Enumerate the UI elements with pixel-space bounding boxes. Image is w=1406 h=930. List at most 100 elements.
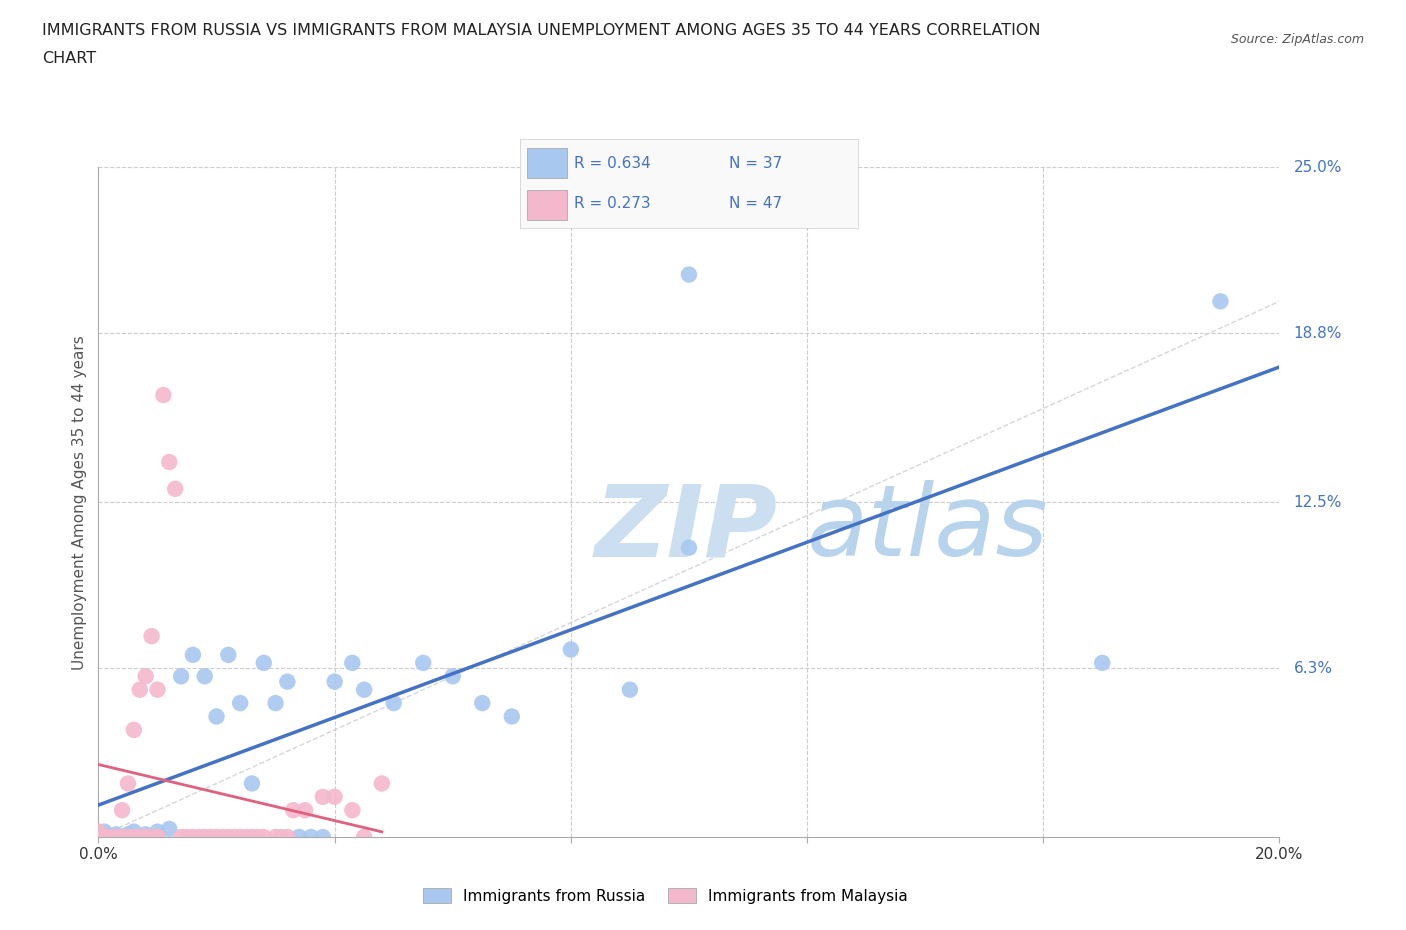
Y-axis label: Unemployment Among Ages 35 to 44 years: Unemployment Among Ages 35 to 44 years (72, 335, 87, 670)
Point (117, 776, 139, 790)
Text: N = 37: N = 37 (730, 156, 783, 171)
Point (342, 656, 364, 671)
Point (117, 830, 139, 844)
Point (170, 669, 193, 684)
Point (128, 830, 150, 844)
Point (312, 830, 335, 844)
Point (288, 830, 311, 844)
Point (146, 683, 169, 698)
Point (382, 696, 405, 711)
Text: R = 0.273: R = 0.273 (574, 196, 651, 211)
Point (441, 669, 464, 684)
Point (246, 830, 269, 844)
Text: 6.3%: 6.3% (1294, 660, 1333, 676)
Point (619, 683, 641, 698)
Point (371, 776, 394, 790)
Point (294, 803, 316, 817)
Text: R = 0.634: R = 0.634 (574, 156, 651, 171)
Point (122, 723, 145, 737)
Point (1209, 294, 1232, 309)
Point (98, 830, 121, 844)
Point (299, 830, 322, 844)
Text: atlas: atlas (807, 481, 1049, 578)
Point (157, 455, 180, 470)
Text: ZIP: ZIP (595, 481, 778, 578)
Point (229, 696, 252, 711)
Point (217, 647, 239, 662)
Point (501, 709, 523, 724)
Point (323, 790, 346, 804)
FancyBboxPatch shape (527, 190, 568, 219)
Point (205, 709, 228, 724)
Point (135, 669, 157, 684)
Point (560, 642, 582, 657)
Point (135, 827, 157, 842)
Point (117, 827, 139, 842)
Point (135, 830, 157, 844)
Point (211, 830, 233, 844)
Text: Source: ZipAtlas.com: Source: ZipAtlas.com (1230, 33, 1364, 46)
Point (264, 830, 287, 844)
Point (128, 683, 150, 698)
Point (240, 776, 263, 790)
Point (146, 830, 169, 844)
Point (1091, 656, 1114, 671)
Point (471, 696, 494, 711)
Point (87, 824, 110, 839)
Point (678, 267, 700, 282)
Point (122, 830, 145, 844)
Point (141, 629, 163, 644)
Point (176, 830, 198, 844)
Point (412, 656, 434, 671)
Point (229, 830, 252, 844)
Text: 12.5%: 12.5% (1294, 495, 1341, 510)
Point (93, 824, 115, 839)
Point (312, 790, 335, 804)
Text: 25.0%: 25.0% (1294, 160, 1341, 175)
Point (122, 824, 145, 839)
Point (181, 830, 204, 844)
Point (98, 830, 121, 844)
Point (194, 830, 217, 844)
Point (111, 830, 134, 844)
Point (187, 830, 209, 844)
Point (264, 696, 287, 711)
Point (146, 824, 169, 839)
Point (276, 674, 298, 689)
Point (353, 683, 375, 698)
Text: 18.8%: 18.8% (1294, 326, 1341, 341)
Point (146, 830, 169, 844)
Point (224, 830, 246, 844)
Point (342, 803, 364, 817)
Point (105, 827, 128, 842)
Point (678, 540, 700, 555)
Point (205, 830, 228, 844)
Text: IMMIGRANTS FROM RUSSIA VS IMMIGRANTS FROM MALAYSIA UNEMPLOYMENT AMONG AGES 35 TO: IMMIGRANTS FROM RUSSIA VS IMMIGRANTS FRO… (42, 23, 1040, 38)
Point (270, 830, 292, 844)
Legend: Immigrants from Russia, Immigrants from Malaysia: Immigrants from Russia, Immigrants from … (418, 882, 914, 910)
Point (128, 830, 150, 844)
Point (200, 830, 222, 844)
Text: N = 47: N = 47 (730, 196, 783, 211)
Point (253, 830, 276, 844)
Point (276, 830, 298, 844)
Point (93, 830, 115, 844)
Point (194, 669, 217, 684)
Point (253, 656, 276, 671)
Text: CHART: CHART (42, 51, 96, 66)
Point (111, 803, 134, 817)
Point (141, 830, 163, 844)
Point (111, 830, 134, 844)
Point (170, 830, 193, 844)
Point (181, 647, 204, 662)
Point (157, 821, 180, 836)
Point (152, 388, 174, 403)
Point (323, 674, 346, 689)
Point (217, 830, 239, 844)
Point (235, 830, 257, 844)
Point (105, 830, 128, 844)
Point (353, 830, 375, 844)
Point (165, 482, 187, 497)
FancyBboxPatch shape (527, 149, 568, 179)
Point (283, 803, 305, 817)
